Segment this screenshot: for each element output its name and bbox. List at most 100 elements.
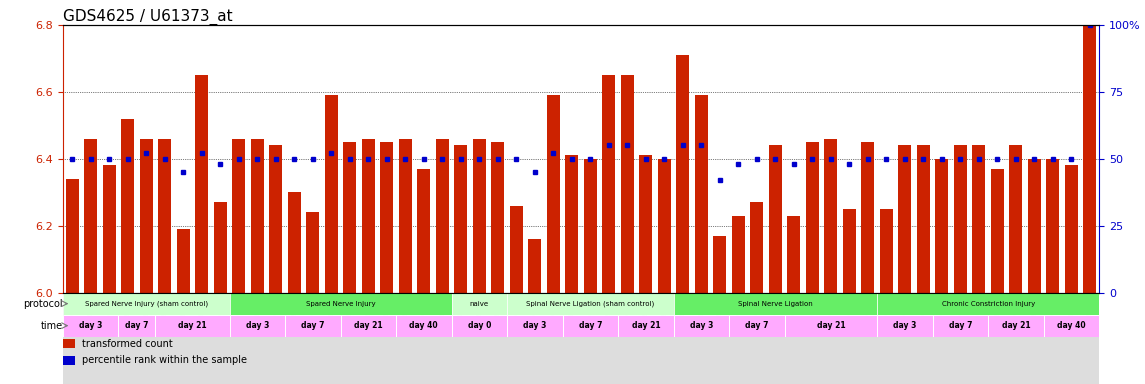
Bar [658,159,671,293]
Bar [562,314,618,337]
Text: day 40: day 40 [1057,321,1085,330]
Bar [325,95,338,293]
Bar [63,339,76,348]
Bar [176,229,190,293]
Bar [917,146,930,293]
Bar [621,75,634,293]
Bar [340,314,396,337]
Bar [455,146,467,293]
Bar [287,192,301,293]
Bar [232,139,245,293]
Bar [396,314,451,337]
Bar [307,212,319,293]
Bar [451,314,507,337]
Bar [1028,159,1041,293]
Text: percentile rank within the sample: percentile rank within the sample [81,355,246,365]
Bar [417,169,431,293]
Bar [933,314,988,337]
Bar [214,202,227,293]
Text: day 40: day 40 [410,321,439,330]
Bar [507,293,673,314]
Bar [618,314,673,337]
Bar [491,142,504,293]
Bar [972,146,986,293]
Bar [63,314,118,337]
Text: day 3: day 3 [689,321,713,330]
Bar [85,139,97,293]
Bar [713,236,726,293]
Text: day 3: day 3 [245,321,269,330]
Bar [344,142,356,293]
Text: day 7: day 7 [125,321,149,330]
Bar [528,239,542,293]
Bar [121,119,134,293]
Bar [990,169,1004,293]
Bar [451,293,507,314]
Bar [63,356,76,365]
Text: day 7: day 7 [578,321,602,330]
Bar [677,55,689,293]
Bar [988,314,1044,337]
Text: day 7: day 7 [301,321,324,330]
Bar [769,146,782,293]
Bar [436,139,449,293]
Text: time: time [41,321,63,331]
Bar [566,156,578,293]
Bar [1065,166,1077,293]
Text: day 3: day 3 [79,321,102,330]
Bar [380,142,393,293]
Bar [784,314,877,337]
Text: Spared Nerve Injury (sham control): Spared Nerve Injury (sham control) [85,300,207,307]
Bar [158,139,172,293]
Bar [507,314,562,337]
Bar [602,75,615,293]
Bar [729,314,784,337]
Text: Spinal Nerve Ligation (sham control): Spinal Nerve Ligation (sham control) [527,300,655,307]
Bar [1010,146,1022,293]
Bar [229,314,285,337]
Text: day 21: day 21 [354,321,382,330]
Text: naive: naive [469,301,489,307]
Text: day 0: day 0 [467,321,491,330]
Text: protocol: protocol [23,299,63,309]
Bar [861,142,875,293]
Text: day 7: day 7 [949,321,972,330]
Text: Chronic Constriction Injury: Chronic Constriction Injury [941,301,1035,307]
Bar [510,206,523,293]
Bar [584,159,597,293]
Bar [673,293,877,314]
Bar [1047,159,1059,293]
Bar [1044,314,1099,337]
Bar [954,146,966,293]
Bar [269,146,283,293]
Bar [251,139,263,293]
Bar [935,159,948,293]
Text: day 21: day 21 [816,321,845,330]
Bar [362,139,374,293]
Bar [63,293,229,314]
Text: day 7: day 7 [745,321,768,330]
Bar [65,179,79,293]
Bar [639,156,653,293]
Bar [196,75,208,293]
Bar [229,293,451,314]
Bar [843,209,855,293]
Bar [877,314,933,337]
Bar [899,146,911,293]
Bar [140,139,152,293]
Bar [547,95,560,293]
Text: transformed count: transformed count [81,339,173,349]
Bar [673,314,729,337]
Bar [103,166,116,293]
Text: Spared Nerve Injury: Spared Nerve Injury [306,301,376,307]
Bar [806,142,819,293]
Bar [877,293,1099,314]
Bar [63,293,1099,384]
Text: day 3: day 3 [523,321,546,330]
Bar [750,202,764,293]
Text: day 21: day 21 [1002,321,1030,330]
Bar [879,209,893,293]
Text: Spinal Nerve Ligation: Spinal Nerve Ligation [739,301,813,307]
Bar [1083,18,1097,293]
Text: day 21: day 21 [632,321,661,330]
